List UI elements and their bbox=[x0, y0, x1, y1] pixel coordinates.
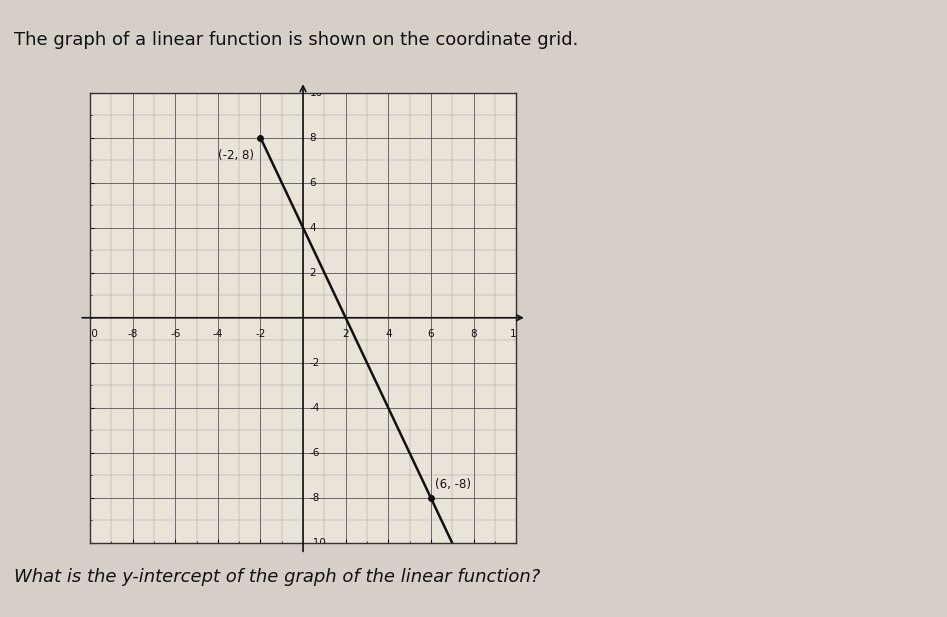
Text: -10: -10 bbox=[81, 329, 98, 339]
Text: (-2, 8): (-2, 8) bbox=[218, 149, 254, 162]
Text: What is the y-intercept of the graph of the linear function?: What is the y-intercept of the graph of … bbox=[14, 568, 541, 586]
Text: -10: -10 bbox=[310, 538, 327, 548]
Text: -6: -6 bbox=[170, 329, 180, 339]
Text: 8: 8 bbox=[310, 133, 316, 143]
Text: 10: 10 bbox=[310, 88, 323, 97]
Text: 8: 8 bbox=[471, 329, 476, 339]
Text: -4: -4 bbox=[310, 403, 320, 413]
Text: 10: 10 bbox=[509, 329, 523, 339]
Text: 2: 2 bbox=[310, 268, 316, 278]
Text: -4: -4 bbox=[213, 329, 223, 339]
Text: 6: 6 bbox=[428, 329, 434, 339]
Text: -2: -2 bbox=[256, 329, 265, 339]
Text: -6: -6 bbox=[310, 448, 320, 458]
Text: 6: 6 bbox=[310, 178, 316, 188]
Text: The graph of a linear function is shown on the coordinate grid.: The graph of a linear function is shown … bbox=[14, 31, 579, 49]
Text: 4: 4 bbox=[385, 329, 391, 339]
Text: 4: 4 bbox=[310, 223, 316, 233]
Text: -2: -2 bbox=[310, 358, 320, 368]
Text: 2: 2 bbox=[343, 329, 348, 339]
Text: -8: -8 bbox=[310, 493, 320, 503]
Text: (6, -8): (6, -8) bbox=[436, 478, 472, 491]
Text: -8: -8 bbox=[128, 329, 137, 339]
